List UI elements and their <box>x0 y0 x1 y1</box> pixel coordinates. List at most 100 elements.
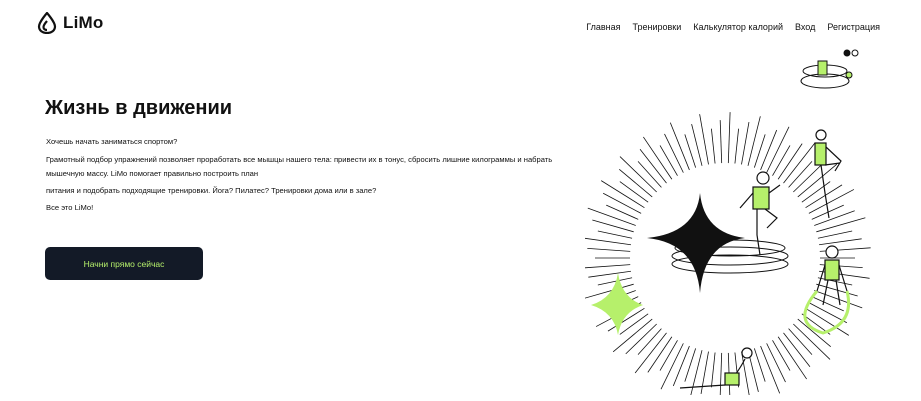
logo[interactable]: LiMo <box>37 12 103 34</box>
sunburst-ray <box>719 352 723 395</box>
sunburst-ray <box>711 352 716 388</box>
sunburst-ray <box>727 112 731 164</box>
hero-text-line-3: мышечную массу. LiMo помогает правильно … <box>46 169 259 178</box>
sunburst-ray <box>690 350 703 395</box>
nav-register[interactable]: Регистрация <box>827 22 880 32</box>
sunburst-ray <box>639 149 667 184</box>
sunburst-ray <box>637 161 662 188</box>
sunburst-ray <box>669 122 690 171</box>
sunburst-ray <box>814 210 855 226</box>
sunburst-ray <box>637 328 662 355</box>
sunburst-ray <box>816 283 858 297</box>
sunburst-ray <box>734 128 739 164</box>
sunburst-ray <box>747 116 761 166</box>
sunburst-ray <box>700 351 709 394</box>
sunburst-ray <box>783 142 816 184</box>
sunburst-ray <box>797 318 831 348</box>
fitness-illustration <box>585 49 871 395</box>
sunburst-ray <box>625 323 657 355</box>
person-jump-rope <box>803 245 850 335</box>
sunburst-ray <box>607 308 645 332</box>
sunburst-ray <box>797 163 838 198</box>
person-knee-raise <box>739 171 781 256</box>
sunburst-ray <box>719 120 723 164</box>
sunburst-ray <box>741 351 750 395</box>
sunburst-ray <box>612 318 653 353</box>
sunburst-ray <box>760 345 781 394</box>
sunburst-ray <box>772 340 791 371</box>
sunburst-ray <box>619 168 653 198</box>
sunburst-ray <box>587 207 636 226</box>
sunburst-ray <box>597 277 633 286</box>
sunburst-ray <box>805 308 850 336</box>
sunburst-ray <box>634 332 667 374</box>
sunburst-ray <box>597 230 633 239</box>
sunburst-ray <box>699 114 709 165</box>
sunburst-ray <box>753 348 766 382</box>
page-title: Жизнь в движении <box>45 97 233 119</box>
sunburst-ray <box>664 133 684 173</box>
sunburst-ray <box>691 124 703 166</box>
sunburst-ray <box>801 181 831 203</box>
sunburst-ray <box>619 313 649 335</box>
sunburst-ray <box>819 238 862 246</box>
sunburst-ray <box>766 343 786 383</box>
sunburst-ray <box>741 122 750 165</box>
sunburst-ray <box>592 219 634 233</box>
hero-text-line-5: Все это LiMo! <box>46 203 94 212</box>
sunburst-ray <box>766 126 790 173</box>
sunburst-ray <box>711 128 716 164</box>
sunburst-ray <box>811 296 844 312</box>
hero-text-line-1: Хочешь начать заниматься спортом? <box>46 137 178 146</box>
sunburst-ray <box>585 237 631 246</box>
main-nav: Главная Тренировки Калькулятор калорий В… <box>586 22 880 32</box>
black-star-icon <box>647 193 745 293</box>
sunburst-ray <box>793 323 831 360</box>
nav-calorie-calculator[interactable]: Калькулятор калорий <box>693 22 783 32</box>
green-star-icon <box>591 273 643 335</box>
sunburst-ray <box>672 345 690 387</box>
hero-text-line-4: питания и подобрать подходящие тренировк… <box>46 186 377 195</box>
sunburst-ray <box>659 145 678 176</box>
person-with-dumbbell <box>800 49 859 89</box>
sunburst-ray <box>816 217 866 233</box>
logo-text: LiMo <box>63 13 104 32</box>
sunburst-ray <box>585 283 634 299</box>
sunburst-ray <box>808 189 855 214</box>
person-stretching <box>814 129 842 219</box>
sunburst-ray <box>588 270 631 278</box>
sunburst-ray <box>783 332 811 367</box>
sunburst-ray <box>684 134 697 168</box>
sunburst-ray <box>788 328 813 355</box>
sunburst-ray <box>817 277 853 286</box>
hero-text-line-2: Грамотный подбор упражнений позволяет пр… <box>46 155 553 164</box>
sunburst-ray <box>587 247 631 252</box>
person-yoga-pose <box>679 347 753 389</box>
sunburst-ray <box>660 343 684 390</box>
sunburst-ray <box>619 156 657 193</box>
sunburst-ray <box>808 302 848 324</box>
sunburst-ray <box>814 290 863 309</box>
nav-login[interactable]: Вход <box>795 22 816 32</box>
sunburst-ray <box>793 161 825 193</box>
start-now-button[interactable]: Начни прямо сейчас <box>45 247 203 280</box>
sunburst-ray <box>805 184 843 208</box>
sunburst-ray <box>600 180 645 208</box>
sunburst-ray <box>788 161 813 188</box>
sunburst-ray <box>602 192 642 214</box>
sunburst-ray <box>772 145 791 176</box>
sunburst-ray <box>606 204 639 220</box>
sunburst-ray <box>585 264 631 269</box>
sunburst-ray <box>684 348 697 382</box>
logo-drop-icon <box>37 12 57 34</box>
sunburst-ray <box>817 230 853 239</box>
sunburst-ray <box>753 134 766 168</box>
sunburst-ray <box>619 181 649 203</box>
sunburst-ray <box>777 143 803 180</box>
sunburst-ray <box>643 136 673 180</box>
sunburst-ray <box>659 340 678 371</box>
nav-home[interactable]: Главная <box>586 22 621 32</box>
sunburst-ray <box>647 336 673 373</box>
sunburst-ray <box>760 129 778 171</box>
nav-workouts[interactable]: Тренировки <box>632 22 682 32</box>
